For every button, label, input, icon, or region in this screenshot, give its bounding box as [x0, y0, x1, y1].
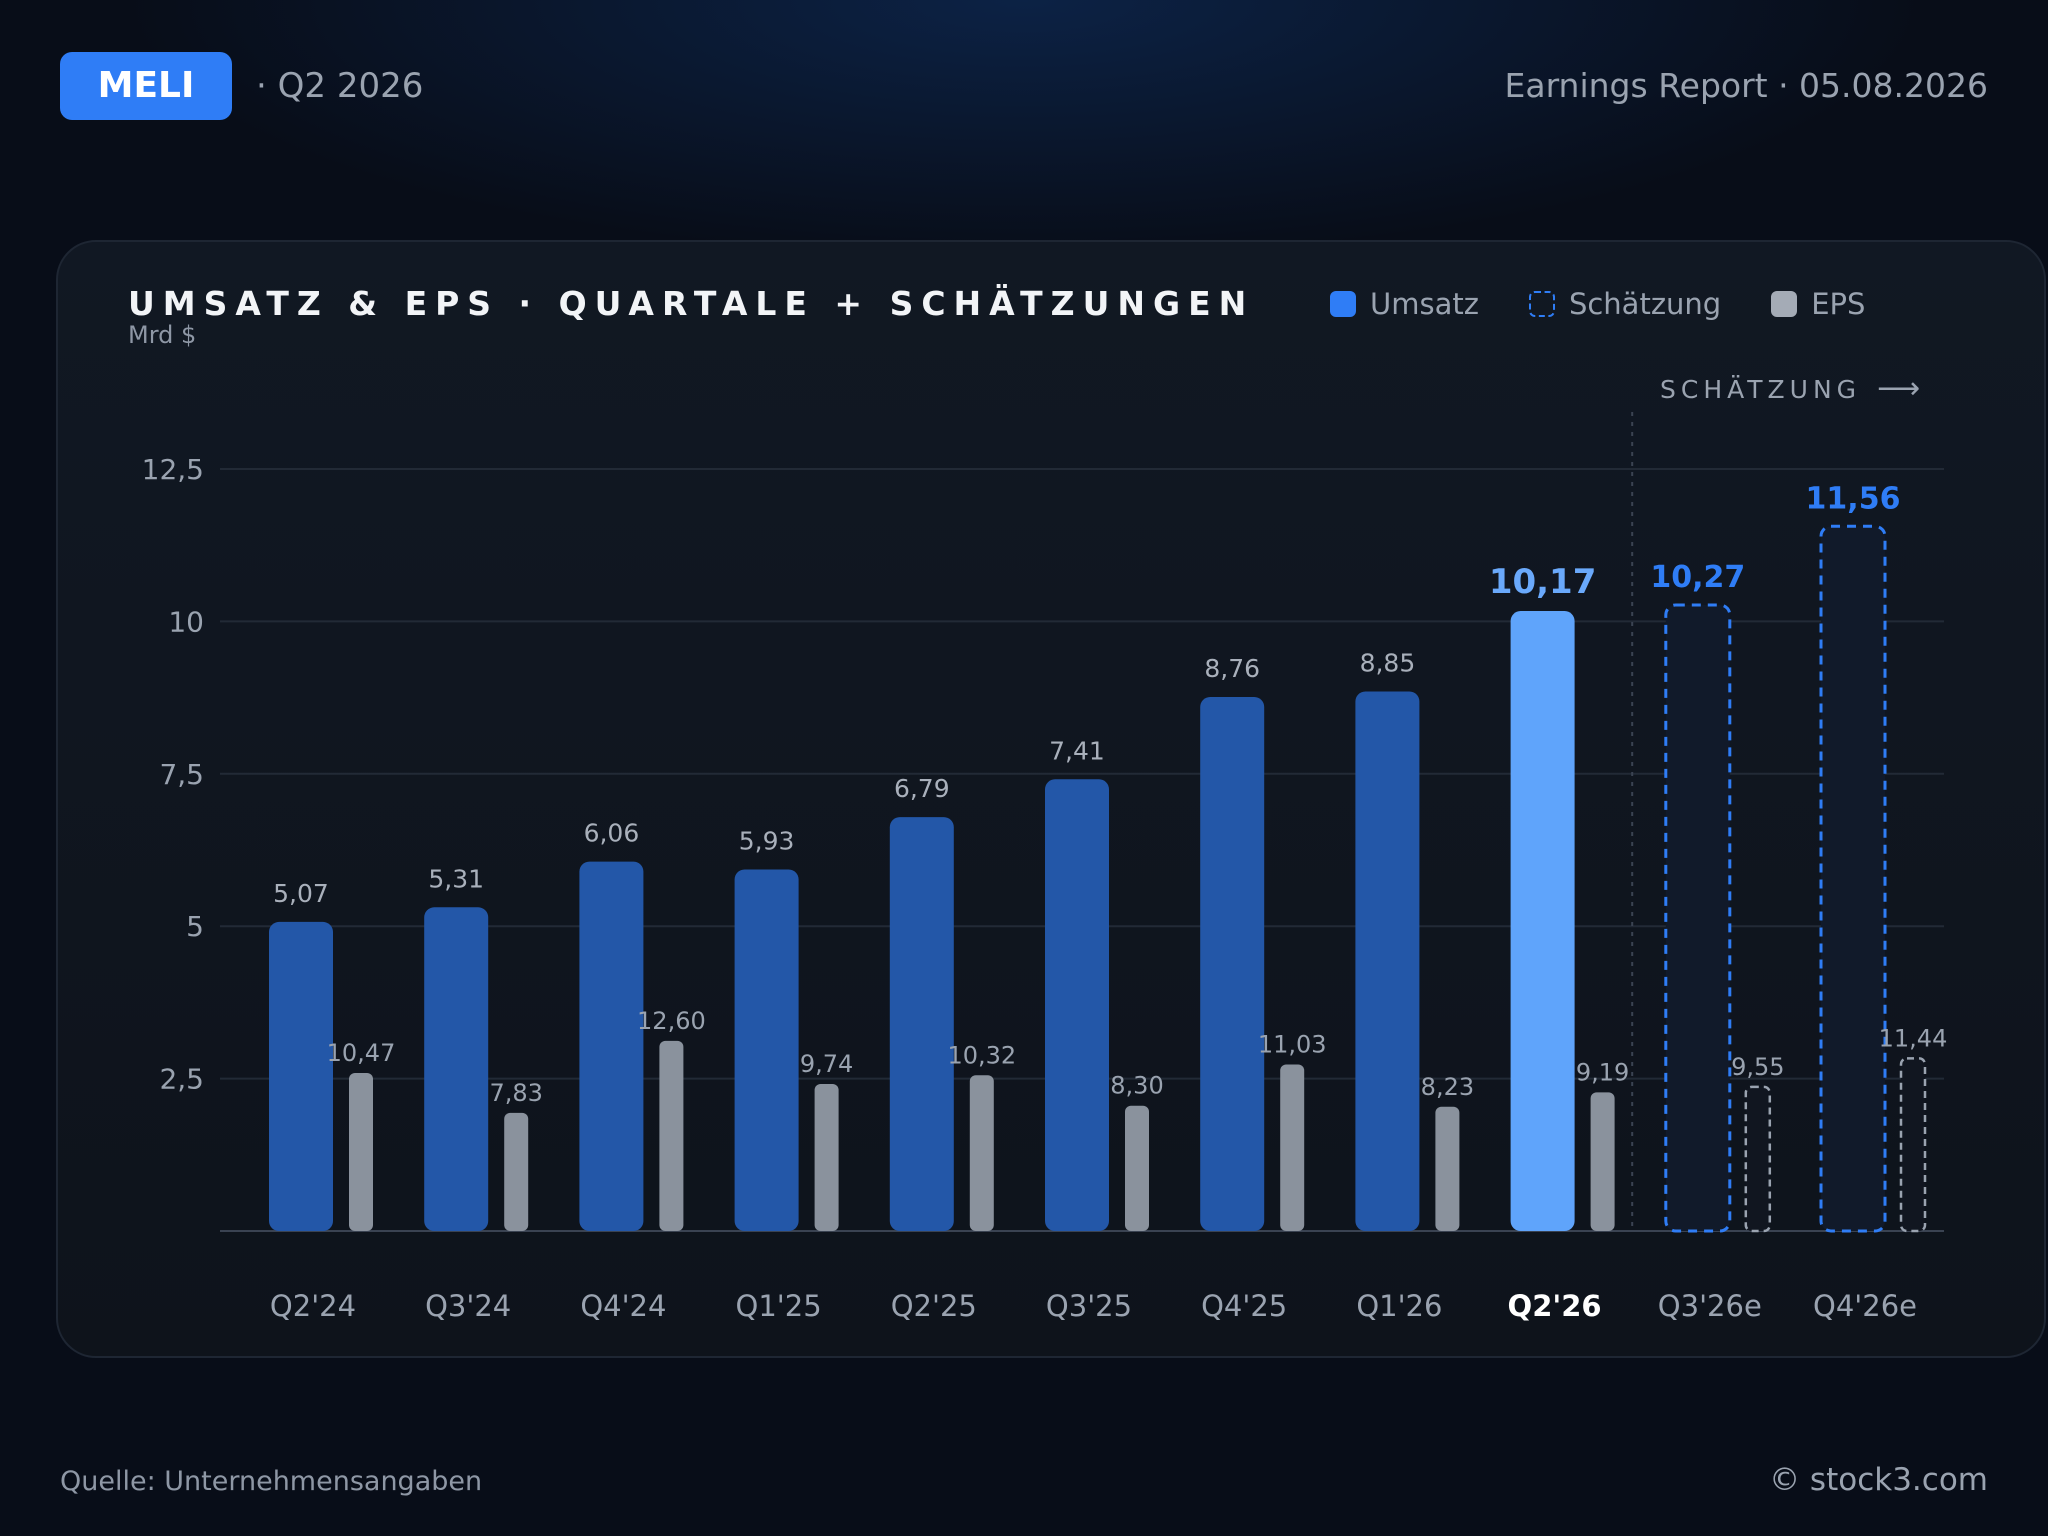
- legend-swatch-estimate: [1528, 291, 1555, 317]
- eps-value-label: 7,83: [489, 1079, 542, 1107]
- ticker-badge: MELI: [60, 52, 232, 120]
- eps-value-label: 9,19: [1576, 1058, 1629, 1086]
- eps-value-label: 10,32: [947, 1041, 1016, 1069]
- revenue-value-label: 5,07: [273, 879, 329, 908]
- revenue-value-label: 8,85: [1360, 649, 1416, 678]
- eps-value-label: 11,03: [1258, 1031, 1327, 1059]
- revenue-bar: [889, 817, 954, 1231]
- revenue-bar: [269, 921, 333, 1231]
- revenue-value-label: 6,79: [894, 774, 950, 803]
- source-note: Quelle: Unternehmensangaben: [60, 1466, 483, 1497]
- revenue-value-label: 7,41: [1049, 736, 1105, 765]
- revenue-estimate-bar: [1664, 603, 1732, 1233]
- x-tick-label: Q2'24: [270, 1289, 356, 1323]
- x-tick-label: Q4'24: [580, 1289, 666, 1323]
- revenue-value-label: 5,31: [428, 864, 484, 893]
- x-tick-label: Q2'26: [1508, 1289, 1602, 1323]
- eps-bar: [504, 1112, 529, 1231]
- eps-value-label: 9,74: [800, 1050, 853, 1078]
- y-tick-label: 7,5: [159, 758, 204, 791]
- revenue-value-label: 8,76: [1204, 654, 1260, 683]
- eps-value-label: 9,55: [1731, 1053, 1784, 1081]
- eps-bar: [1590, 1092, 1615, 1231]
- revenue-bar: [579, 861, 644, 1231]
- eps-bar: [659, 1040, 684, 1231]
- legend-swatch-eps: [1771, 291, 1798, 317]
- x-tick-label: Q3'25: [1046, 1289, 1132, 1323]
- legend-item-revenue: Umsatz: [1330, 287, 1479, 321]
- report-quarter: · Q2 2026: [256, 66, 424, 106]
- estimate-marker: SCHÄTZUNG ⟶: [1660, 372, 1920, 407]
- revenue-value-label: 6,06: [584, 819, 640, 848]
- eps-bar: [1280, 1064, 1305, 1231]
- revenue-bar: [424, 907, 489, 1231]
- revenue-bar: [1200, 696, 1265, 1231]
- x-tick-label: Q3'24: [425, 1289, 511, 1323]
- eps-estimate-bar: [1744, 1085, 1772, 1233]
- revenue-value-label: 11,56: [1806, 481, 1901, 516]
- x-tick-label: Q2'25: [891, 1289, 977, 1323]
- legend-swatch-revenue: [1330, 291, 1356, 317]
- x-tick-label: Q4'26e: [1813, 1289, 1917, 1323]
- revenue-bar: [734, 869, 799, 1231]
- revenue-bar: [1355, 691, 1420, 1231]
- chart-legend: Umsatz Schätzung EPS: [1330, 284, 1865, 324]
- eps-bar: [969, 1075, 994, 1231]
- report-date: Earnings Report · 05.08.2026: [1504, 66, 1989, 105]
- y-tick-label: 2,5: [159, 1063, 204, 1096]
- eps-value-label: 11,44: [1879, 1024, 1948, 1052]
- y-tick-label: 12,5: [142, 453, 204, 486]
- x-tick-label: Q3'26e: [1658, 1289, 1762, 1323]
- x-tick-label: Q1'25: [736, 1289, 822, 1323]
- eps-value-label: 12,60: [637, 1007, 706, 1035]
- revenue-estimate-bar: [1819, 524, 1887, 1233]
- eps-value-label: 8,23: [1421, 1073, 1474, 1101]
- legend-label-eps: EPS: [1811, 287, 1866, 321]
- revenue-bar: [1510, 611, 1575, 1231]
- eps-value-label: 10,47: [327, 1039, 396, 1067]
- legend-label-estimate: Schätzung: [1568, 287, 1722, 321]
- arrow-right-icon: ⟶: [1877, 371, 1921, 406]
- y-tick-label: 10: [168, 605, 204, 638]
- revenue-value-label: 10,17: [1489, 562, 1597, 602]
- revenue-bar: [1045, 779, 1109, 1231]
- revenue-value-label: 10,27: [1650, 560, 1745, 595]
- eps-bar: [1435, 1106, 1460, 1231]
- chart-unit: Mrd $: [128, 321, 197, 349]
- legend-item-estimate: Schätzung: [1528, 287, 1722, 321]
- eps-bar: [349, 1073, 373, 1231]
- chart-title: UMSATZ & EPS · QUARTALE + SCHÄTZUNGEN: [128, 284, 1255, 323]
- revenue-value-label: 5,93: [739, 827, 795, 856]
- y-tick-label: 5: [186, 910, 204, 943]
- estimate-marker-label: SCHÄTZUNG: [1660, 375, 1862, 404]
- legend-item-eps: EPS: [1771, 287, 1865, 321]
- x-tick-label: Q4'25: [1201, 1289, 1287, 1323]
- eps-estimate-bar: [1899, 1057, 1927, 1233]
- eps-value-label: 8,30: [1110, 1072, 1163, 1100]
- x-tick-label: Q1'26: [1356, 1289, 1442, 1323]
- copyright: © stock3.com: [1769, 1462, 1988, 1498]
- eps-bar: [1125, 1105, 1149, 1231]
- eps-bar: [814, 1084, 839, 1231]
- legend-label-revenue: Umsatz: [1370, 287, 1479, 321]
